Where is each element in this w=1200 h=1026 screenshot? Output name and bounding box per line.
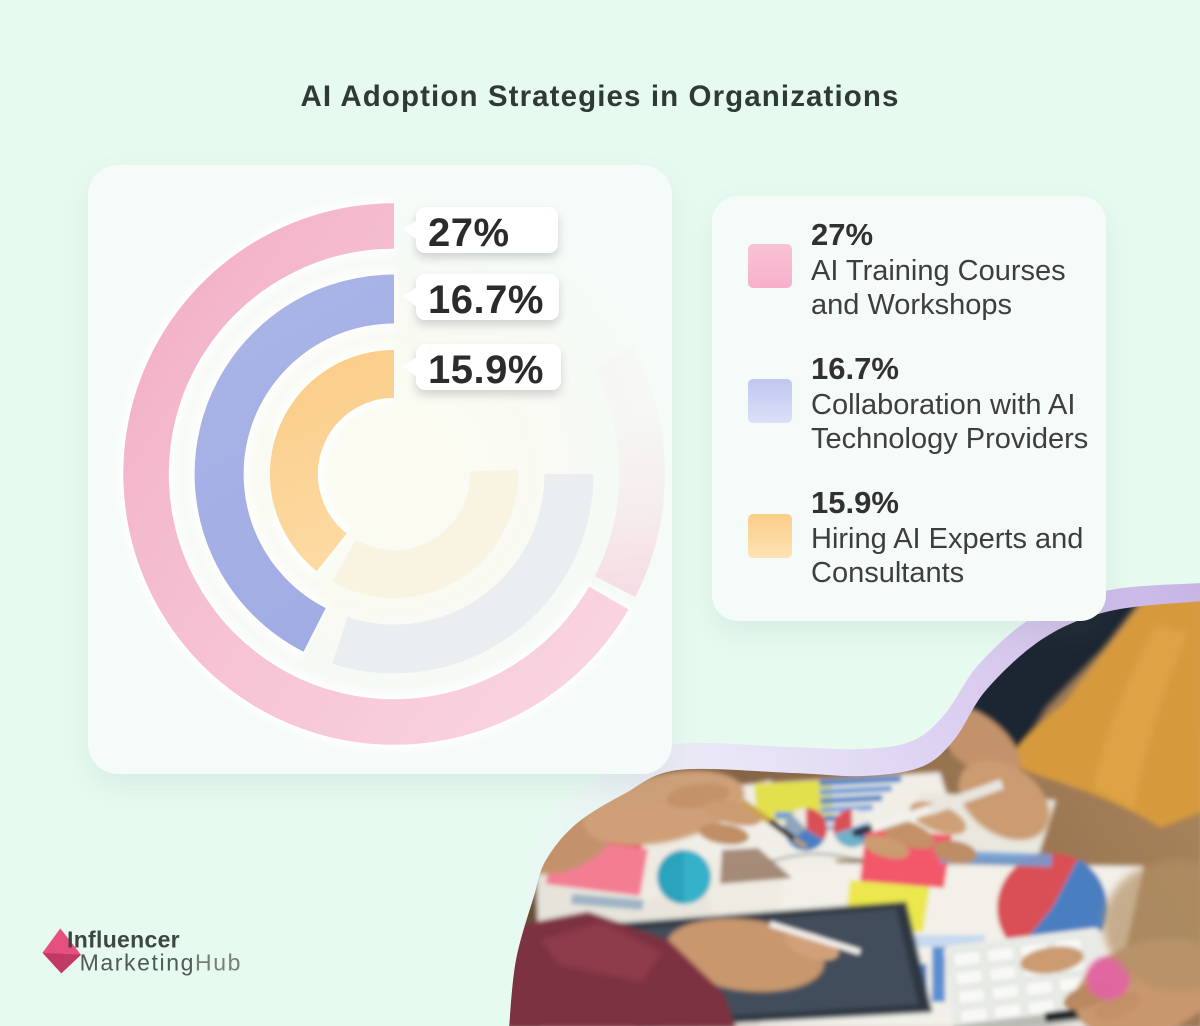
svg-text:Influencer: Influencer xyxy=(67,927,180,953)
svg-text:MarketingHub: MarketingHub xyxy=(80,950,242,976)
